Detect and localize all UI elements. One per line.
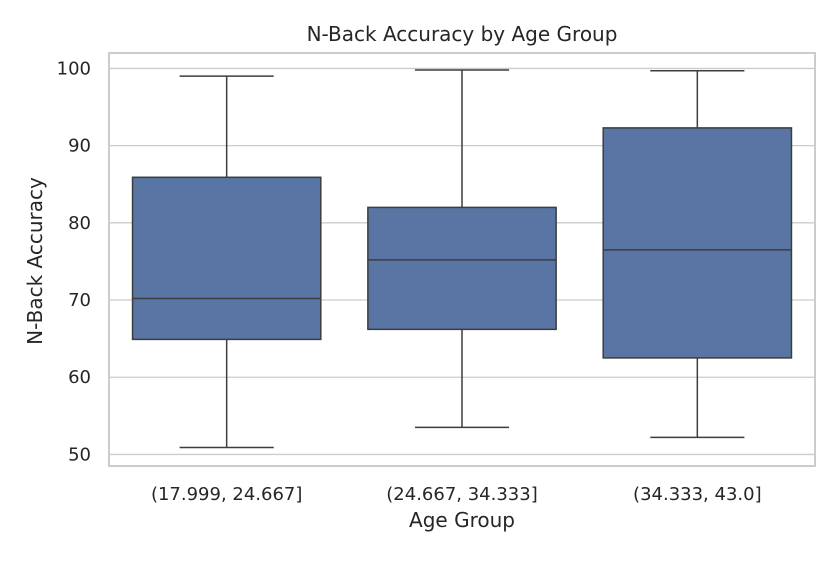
- y-tick-label-60: 60: [68, 367, 91, 388]
- box-group-1: [131, 75, 322, 449]
- iqr-box: [367, 206, 557, 331]
- iqr-box: [602, 127, 793, 359]
- iqr-box: [131, 176, 322, 341]
- box-layer: [131, 69, 793, 449]
- chart-title: N-Back Accuracy by Age Group: [307, 22, 618, 46]
- x-tick-label-1: (17.999, 24.667]: [151, 484, 302, 505]
- plot-frame: [108, 52, 816, 467]
- x-tick-label-3: (34.333, 43.0]: [633, 484, 762, 505]
- y-tick-label-80: 80: [68, 213, 91, 234]
- box-group-2: [367, 69, 557, 429]
- y-tick-label-70: 70: [68, 290, 91, 311]
- y-axis-label: N-Back Accuracy: [23, 177, 47, 345]
- y-tick-labels: 50 60 70 80 90 100: [57, 58, 91, 465]
- y-tick-label-100: 100: [57, 58, 91, 79]
- box-group-3: [602, 70, 793, 439]
- x-axis-label: Age Group: [409, 508, 515, 532]
- x-tick-label-2: (24.667, 34.333]: [386, 484, 537, 505]
- y-tick-label-50: 50: [68, 444, 91, 465]
- x-tick-labels: (17.999, 24.667] (24.667, 34.333] (34.333,…: [151, 484, 762, 505]
- y-tick-label-90: 90: [68, 136, 91, 157]
